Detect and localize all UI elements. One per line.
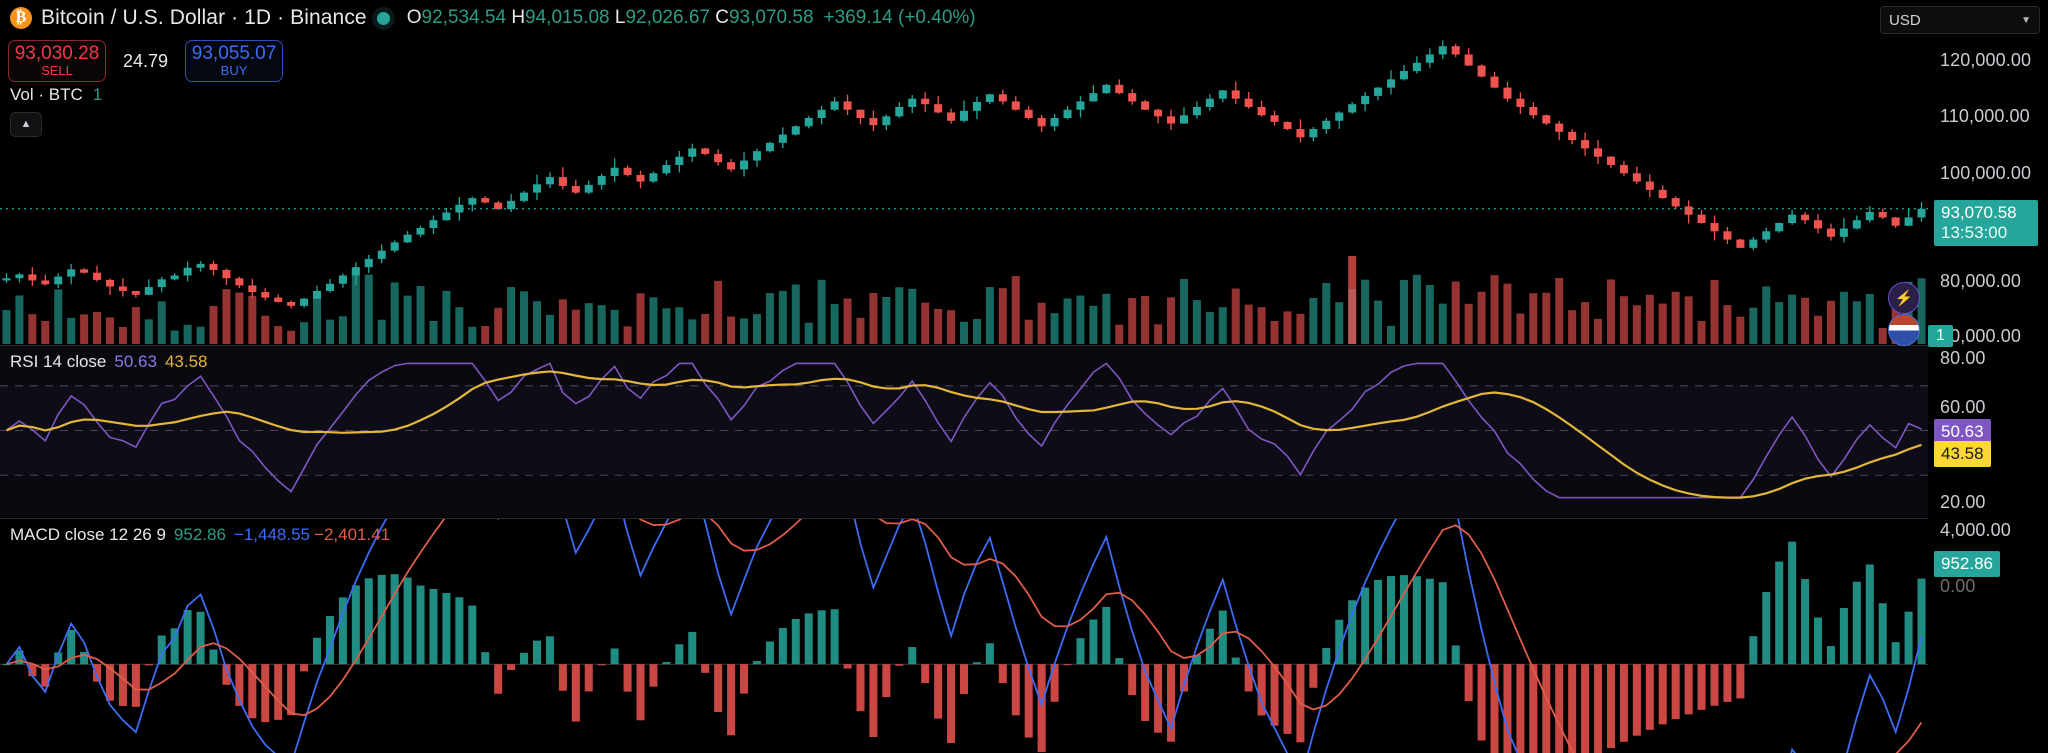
rsi-value: 50.63: [114, 352, 157, 371]
macd-plot: [0, 519, 1928, 753]
buy-button[interactable]: 93,055.07 BUY: [185, 40, 284, 82]
currency-select[interactable]: USD ▼: [1880, 6, 2040, 34]
rsi-legend[interactable]: RSI 14 close 50.63 43.58: [10, 352, 207, 372]
chevron-up-icon[interactable]: ▲: [10, 112, 42, 137]
close-key: C: [715, 7, 729, 28]
rsi-pane[interactable]: RSI 14 close 50.63 43.58: [0, 345, 1928, 517]
rsi-axis-label-20: 20.00: [1940, 492, 1986, 512]
open-key: O: [406, 7, 422, 28]
rsi-plot: [0, 362, 1928, 499]
rsi-ma-value-badge[interactable]: 43.58: [1934, 441, 1991, 467]
low-value: 92,026.67: [625, 7, 710, 28]
axis-label-80k: 80,000.00: [1940, 271, 2021, 291]
change-value: +369.14 (+0.40%): [823, 7, 976, 28]
volume-legend-value: 1: [92, 85, 103, 104]
price-candles: [0, 40, 1928, 344]
buy-label: BUY: [220, 63, 248, 78]
symbol-header: ₿ Bitcoin / U.S. Dollar · 1D · Binance O…: [0, 0, 976, 36]
macd-axis-label-0: 0.00: [1940, 576, 1976, 596]
close-value: 93,070.58: [728, 7, 814, 28]
spread-value: 24.79: [123, 50, 169, 71]
macd-legend-name: MACD close 12 26 9: [10, 525, 166, 544]
lightning-icon[interactable]: ⚡: [1888, 282, 1920, 314]
current-price-badge[interactable]: 93,070.58 13:53:00: [1934, 200, 2038, 246]
symbol-title[interactable]: Bitcoin / U.S. Dollar · 1D · Binance: [41, 6, 367, 29]
current-price-value: 93,070.58: [1941, 203, 2017, 222]
rsi-ma-value: 43.58: [164, 352, 208, 371]
open-value: 92,534.54: [421, 7, 507, 28]
price-axis[interactable]: 120,000.00 110,000.00 100,000.00 93,070.…: [1928, 0, 2048, 753]
low-key: L: [614, 7, 626, 28]
rsi-axis-label-60: 60.00: [1940, 397, 1986, 417]
ohlc-values: O92,534.54 H94,015.08 L92,026.67 C93,070…: [407, 7, 976, 29]
chevron-down-icon: ▼: [2021, 14, 2031, 26]
current-price-time: 13:53:00: [1941, 223, 2008, 242]
volume-badge[interactable]: 1: [1928, 325, 1953, 347]
price-pane[interactable]: [0, 0, 1928, 344]
volume-legend[interactable]: Vol · BTC 1: [10, 85, 102, 105]
bitcoin-icon: ₿: [10, 7, 32, 29]
macd-value-badge[interactable]: 952.86: [1934, 551, 2000, 577]
macd-signal-value: −1,448.55: [233, 525, 311, 544]
market-open-dot: [367, 11, 401, 25]
axis-label-120k: 120,000.00: [1940, 50, 2032, 70]
axis-label-110k: 110,000.00: [1940, 106, 2030, 126]
high-key: H: [511, 7, 526, 28]
volume-legend-name: Vol · BTC: [10, 85, 83, 104]
high-value: 94,015.08: [525, 7, 610, 28]
rsi-legend-name: RSI 14 close: [10, 352, 107, 371]
buy-price: 93,055.07: [191, 43, 277, 64]
macd-legend[interactable]: MACD close 12 26 9 952.86 −1,448.55 −2,401.…: [10, 525, 390, 545]
macd-pane[interactable]: MACD close 12 26 9 952.86 −1,448.55 −2,401.…: [0, 518, 1928, 753]
axis-label-70k: 70,000.00: [1940, 326, 2021, 346]
currency-value: USD: [1889, 11, 1921, 29]
rsi-axis-label-80: 80.00: [1940, 348, 1986, 368]
macd-value: 952.86: [173, 525, 226, 544]
sell-label: SELL: [41, 63, 73, 78]
trade-panel: 93,030.28 SELL 24.79 93,055.07 BUY: [8, 40, 284, 82]
sell-price: 93,030.28: [14, 43, 100, 64]
sell-button[interactable]: 93,030.28 SELL: [8, 40, 106, 82]
rsi-value-badge[interactable]: 50.63: [1934, 419, 1991, 445]
flag-icon[interactable]: [1888, 314, 1920, 346]
macd-axis-label-4000: 4,000.00: [1940, 520, 2011, 540]
macd-hist-value: −2,401.41: [314, 525, 391, 544]
axis-label-100k: 100,000.00: [1940, 163, 2032, 183]
